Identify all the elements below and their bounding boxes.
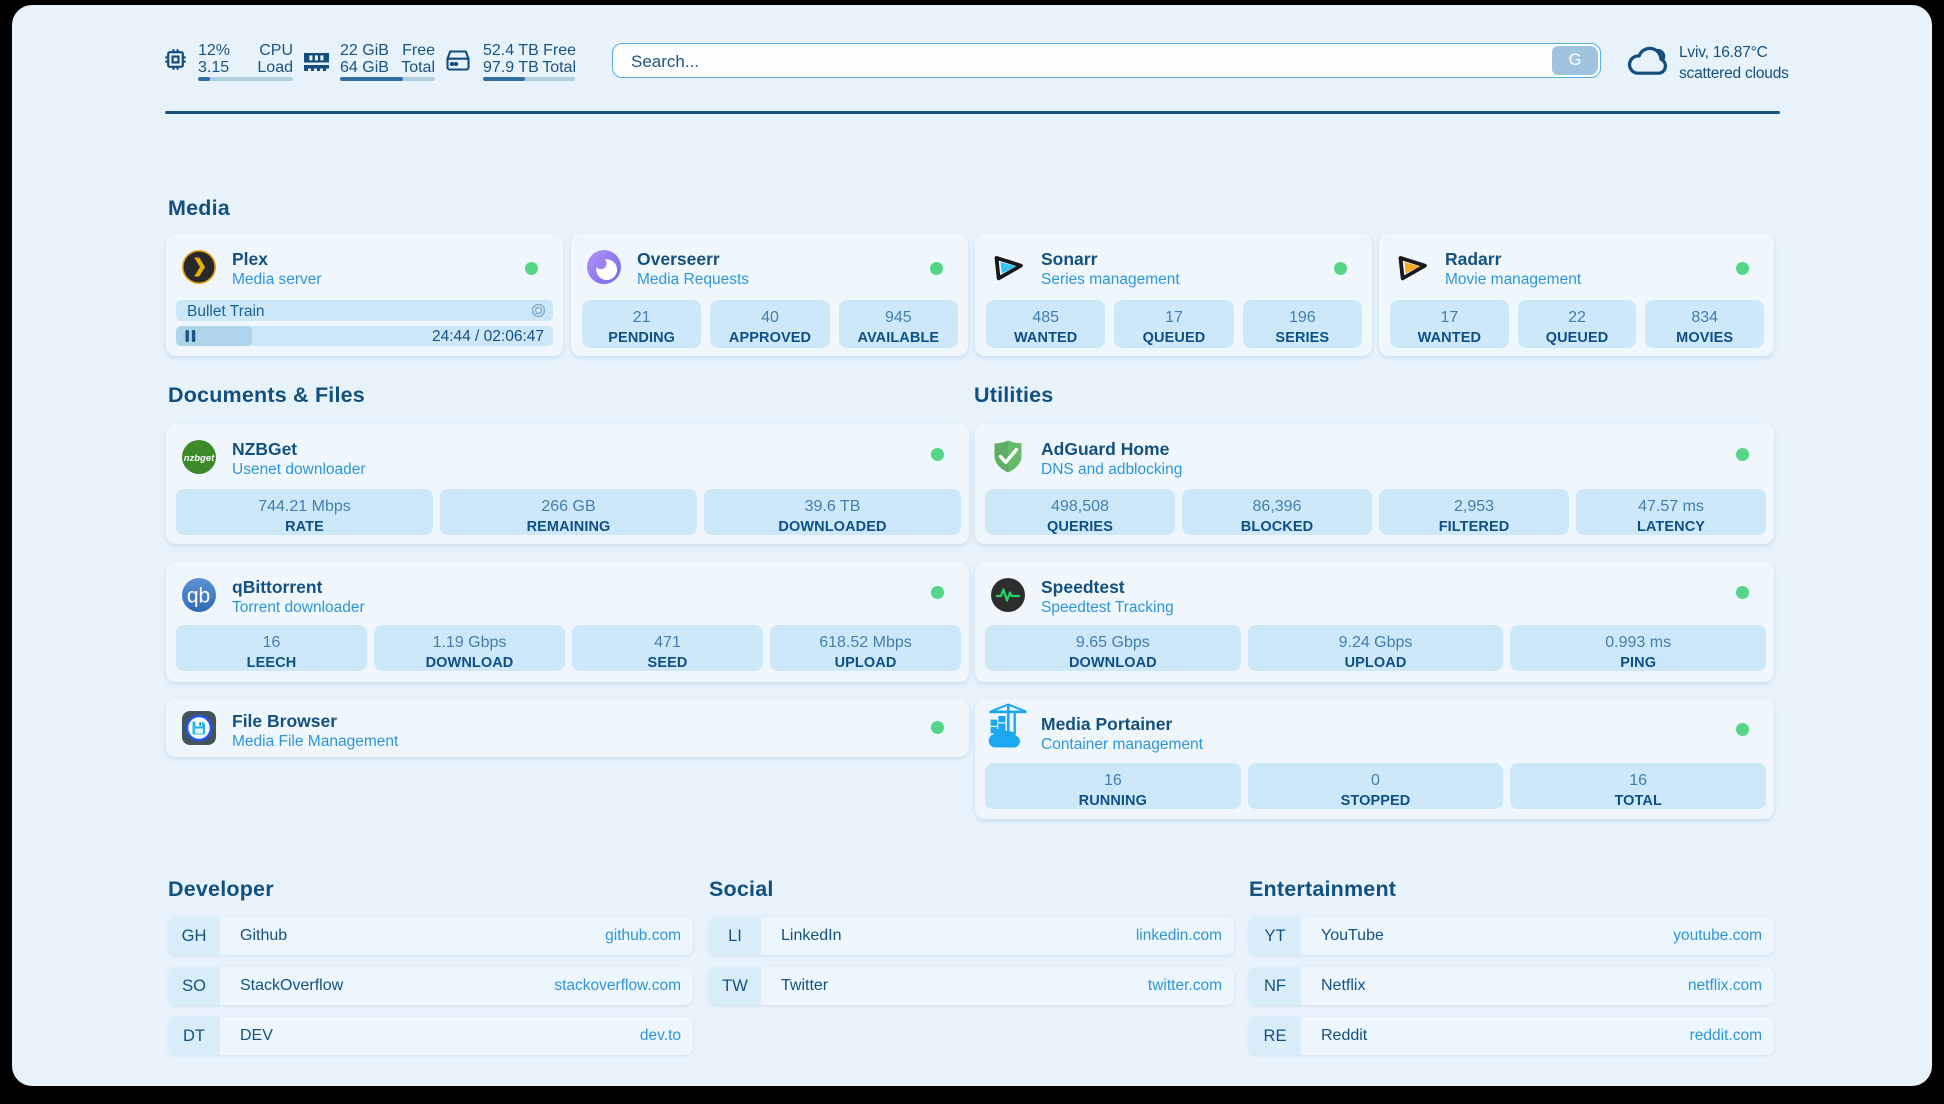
svg-text:nzbget: nzbget [184, 453, 215, 464]
svg-text:qb: qb [187, 585, 210, 608]
